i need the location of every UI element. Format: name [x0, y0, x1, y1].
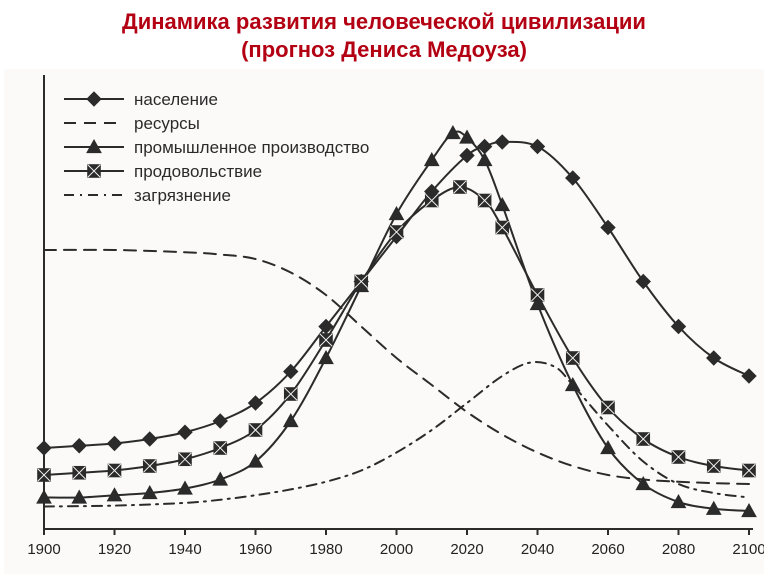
chart-container: 1900 1920 1940 1960 1980 2000 2020 2040 2060 2080…: [4, 69, 764, 574]
line-chart: 1900 1920 1940 1960 1980 2000 2020 2040 2060 2080…: [4, 69, 764, 574]
x-tick-label: 2020: [450, 541, 483, 558]
chart-title: Динамика развития человеческой цивилизац…: [0, 8, 768, 63]
legend-label-pollution: загрязнение: [134, 186, 231, 205]
x-tick-label: 2080: [662, 541, 695, 558]
x-tick-label: 1980: [309, 541, 342, 558]
series-population: [37, 135, 756, 455]
legend-label-industrial: промышленное производство: [134, 138, 369, 157]
x-tick-label: 2000: [380, 541, 413, 558]
x-tick-label: 2040: [521, 541, 554, 558]
legend-label-food: продовольствие: [134, 162, 262, 181]
x-tick-label: 1920: [98, 541, 131, 558]
x-tick-label: 1940: [168, 541, 201, 558]
x-tick-label: 2100: [732, 541, 764, 558]
series-industrial: [37, 126, 756, 517]
legend-label-resources: ресурсы: [134, 114, 200, 133]
legend: население ресурсы промышленное производств…: [64, 90, 369, 205]
legend-label-population: население: [134, 90, 218, 109]
x-tick-label: 2060: [591, 541, 624, 558]
x-tick-label: 1960: [239, 541, 272, 558]
x-tick-label: 1900: [27, 541, 60, 558]
